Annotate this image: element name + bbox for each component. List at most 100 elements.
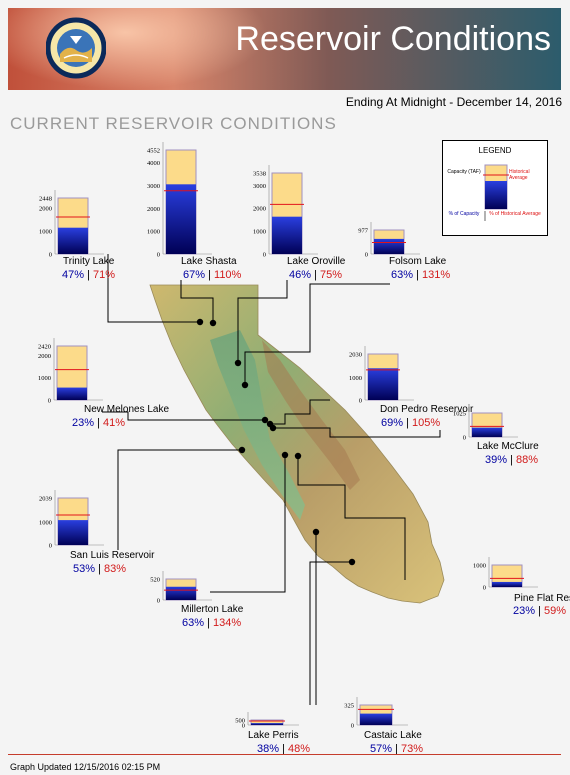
pct-capacity: 63%	[182, 617, 204, 629]
pct-historical: 73%	[401, 743, 423, 755]
reservoir-marker-6	[269, 424, 277, 432]
pct-capacity: 69%	[381, 417, 403, 429]
header-banner: Reservoir Conditions	[8, 8, 561, 90]
reservoir-name: Lake Shasta	[181, 256, 237, 267]
tick-label: 0	[157, 598, 160, 605]
reservoir-2: 3538 3000 2000 1000 0 Lake Oroville 46% | 75%	[253, 165, 346, 281]
reservoir-3: 977 0 Folsom Lake 63% | 131%	[358, 222, 450, 281]
tick-label: 1000	[473, 563, 486, 570]
pct-separator: |	[204, 617, 213, 629]
connector-lines	[102, 254, 441, 705]
connector-2	[237, 280, 288, 363]
connector-1	[180, 280, 214, 323]
tick-label: 4552	[147, 148, 160, 155]
tick-label: 0	[48, 398, 51, 405]
tick-label: 0	[242, 723, 245, 730]
connector-3	[244, 283, 390, 385]
tick-label: 2000	[39, 206, 52, 213]
reservoir-name: Lake Oroville	[287, 256, 346, 267]
reservoir-name: New Melones Lake	[84, 404, 169, 415]
pct-historical: 48%	[288, 743, 310, 755]
storage-bar	[368, 368, 398, 400]
tick-label: 1025	[453, 411, 466, 418]
reservoir-name: San Luis Reservoir	[70, 550, 155, 561]
reservoir-name: Lake McClure	[477, 441, 539, 452]
reservoir-8: 520 0 Millerton Lake 63% | 134%	[150, 571, 244, 629]
section-title: CURRENT RESERVOIR CONDITIONS	[10, 114, 337, 133]
reservoir-percentages: 53% | 83%	[73, 563, 126, 575]
reservoir-7: 2039 1000 0 San Luis Reservoir 53% | 83%	[39, 490, 155, 575]
reservoir-name: Folsom Lake	[389, 256, 447, 267]
pct-historical: 105%	[412, 417, 440, 429]
reservoir-5: 2030 1000 0 Don Pedro Reservoir 69% | 105%	[349, 346, 474, 429]
reservoir-percentages: 69% | 105%	[381, 417, 440, 429]
reservoir-percentages: 63% | 131%	[391, 269, 450, 281]
pct-separator: |	[205, 269, 214, 281]
pct-separator: |	[84, 269, 93, 281]
connector-9	[297, 456, 406, 580]
pct-historical: 71%	[93, 269, 115, 281]
reservoir-6: 1025 0 Lake McClure 39% | 88%	[453, 405, 539, 466]
legend: LEGEND Capacity (TAF) Historical Average…	[442, 140, 548, 236]
storage-bar	[166, 586, 196, 600]
legend-pct-capacity: % of Capacity	[448, 211, 480, 217]
reservoir-percentages: 67% | 110%	[183, 269, 242, 281]
tick-label: 1000	[349, 375, 362, 382]
connector-4	[102, 411, 265, 421]
pct-historical: 110%	[214, 269, 242, 281]
legend-historical: Historical Average	[509, 169, 530, 181]
connector-5	[270, 399, 330, 425]
tick-label: 0	[49, 543, 52, 550]
pct-historical: 131%	[422, 269, 450, 281]
storage-bar	[58, 520, 88, 545]
pct-capacity: 67%	[183, 269, 205, 281]
legend-title: LEGEND	[478, 146, 512, 155]
reservoir-name: Don Pedro Reservoir	[380, 404, 474, 415]
tick-label: 0	[483, 585, 486, 592]
reservoir-percentages: 38% | 48%	[257, 743, 310, 755]
pct-historical: 134%	[213, 617, 241, 629]
tick-label: 0	[263, 252, 266, 259]
pct-capacity: 47%	[62, 269, 84, 281]
reservoir-name: Lake Perris	[248, 730, 299, 741]
reservoir-percentages: 63% | 134%	[182, 617, 241, 629]
pct-historical: 75%	[320, 269, 342, 281]
tick-label: 2420	[38, 344, 51, 351]
tick-label: 0	[157, 252, 160, 259]
pct-capacity: 23%	[513, 605, 535, 617]
storage-bar	[166, 184, 196, 254]
pct-separator: |	[279, 743, 288, 755]
reservoir-percentages: 46% | 75%	[289, 269, 342, 281]
reservoir-marker-4	[261, 416, 269, 424]
reservoir-marker-11	[312, 528, 320, 536]
tick-label: 2000	[38, 353, 51, 360]
tick-label: 500	[235, 718, 245, 725]
reservoir-name: Castaic Lake	[364, 730, 422, 741]
tick-label: 1000	[253, 229, 266, 236]
pct-separator: |	[95, 563, 104, 575]
reservoir-marker-0	[196, 318, 204, 326]
reservoir-percentages: 23% | 59%	[513, 605, 566, 617]
tick-label: 0	[463, 435, 466, 442]
tick-label: 1000	[39, 229, 52, 236]
page-title: Reservoir Conditions	[235, 20, 551, 58]
reservoir-name: Millerton Lake	[181, 604, 244, 615]
connector-10	[309, 561, 352, 705]
pct-historical: 83%	[104, 563, 126, 575]
tick-label: 520	[150, 577, 160, 584]
pct-capacity: 57%	[370, 743, 392, 755]
connector-0	[107, 254, 200, 323]
tick-label: 2448	[39, 196, 52, 203]
reservoir-marker-1	[209, 319, 217, 327]
pct-separator: |	[413, 269, 422, 281]
california-map	[149, 284, 445, 604]
pct-capacity: 46%	[289, 269, 311, 281]
tick-label: 0	[351, 723, 354, 730]
storage-bar	[57, 387, 87, 400]
storage-bar	[251, 723, 283, 725]
reservoir-11: 325 0 Castaic Lake 57% | 73%	[344, 697, 423, 755]
reservoir-percentages: 57% | 73%	[370, 743, 423, 755]
tick-label: 1000	[38, 375, 51, 382]
